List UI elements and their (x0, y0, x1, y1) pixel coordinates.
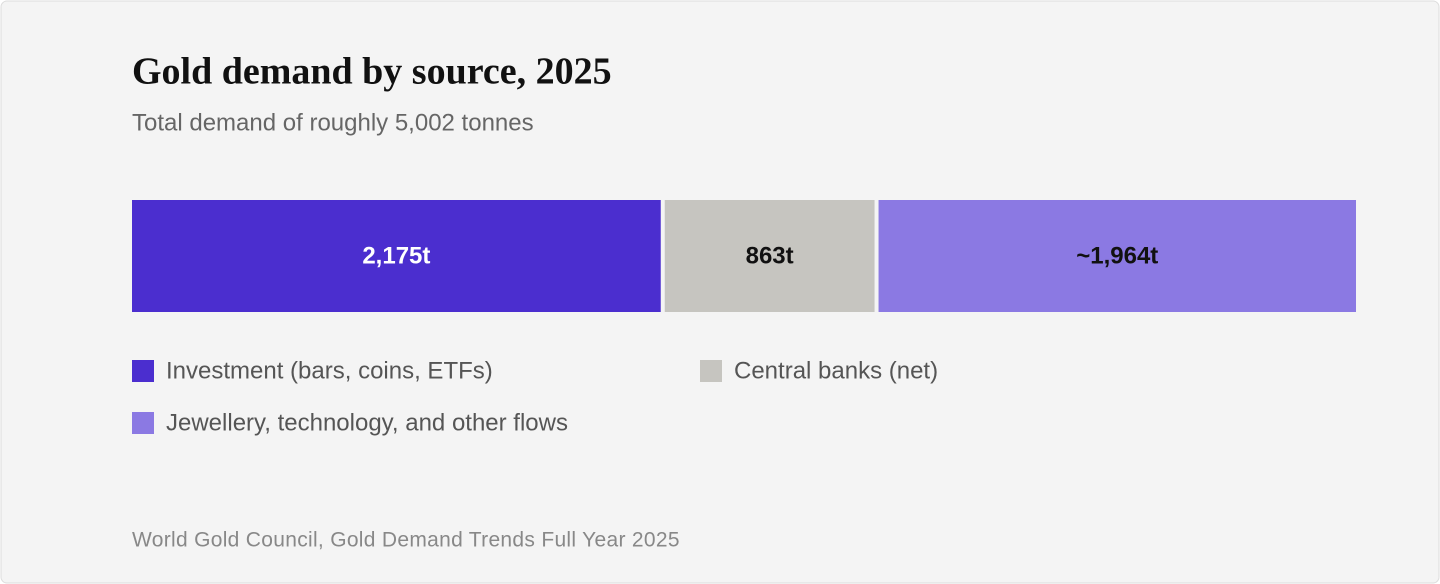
legend-label: Investment (bars, coins, ETFs) (166, 357, 493, 384)
source: World Gold Council, Gold Demand Trends F… (132, 529, 680, 552)
legend-label: Central banks (net) (734, 357, 938, 384)
bar-segment (878, 200, 1356, 312)
legend-swatch (700, 360, 722, 382)
legend-swatch (132, 360, 154, 382)
legend-label: Jewellery, technology, and other flows (166, 409, 568, 436)
value-label: 863t (746, 242, 794, 269)
legend-swatch (132, 412, 154, 434)
bar-segment (132, 200, 661, 312)
bar-segment (664, 200, 875, 312)
value-label: ~1,964t (1076, 242, 1158, 269)
chart-title: Gold demand by source, 2025 (132, 51, 612, 93)
chart-subtitle: Total demand of roughly 5,002 tonnes (132, 109, 534, 136)
value-label: 2,175t (362, 242, 430, 269)
